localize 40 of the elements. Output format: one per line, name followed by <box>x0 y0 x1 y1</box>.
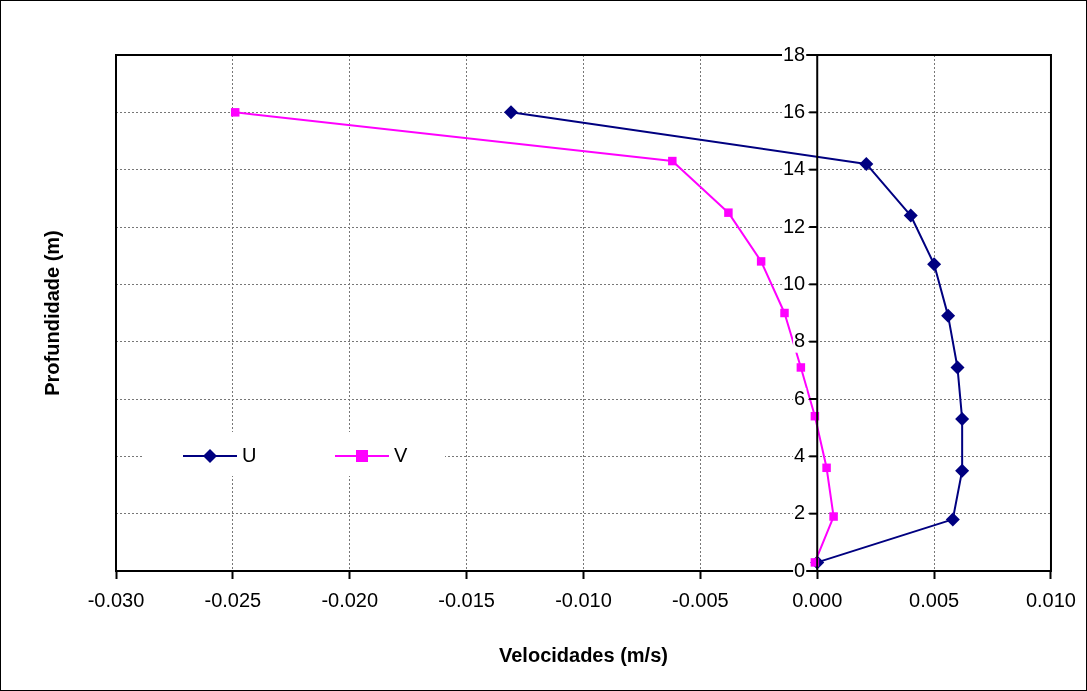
x-tick-label: 0.010 <box>1025 588 1077 611</box>
y-tick-label: 10 <box>782 271 806 294</box>
x-tick-label: -0.010 <box>555 588 612 611</box>
y-tick-label: 8 <box>794 329 806 352</box>
point <box>780 308 789 318</box>
point <box>822 463 831 473</box>
y-tick-label: 0 <box>794 558 806 581</box>
point <box>668 156 677 166</box>
point <box>724 208 733 217</box>
x-tick-label: -0.005 <box>672 588 729 611</box>
point <box>829 512 838 521</box>
point <box>955 412 970 427</box>
point <box>504 105 519 120</box>
legend-label: U <box>242 443 257 466</box>
y-tick-label: 12 <box>782 214 806 237</box>
y-tick-label: 16 <box>782 99 806 122</box>
point <box>941 308 956 323</box>
x-axis-title: Velocidades (m/s) <box>499 643 668 666</box>
x-tick-label: -0.020 <box>321 588 379 611</box>
point <box>796 363 806 372</box>
y-tick-label: 2 <box>794 501 806 524</box>
legend-label: V <box>394 443 408 466</box>
x-tick-label: 0.000 <box>792 588 843 611</box>
y-tick-label: 4 <box>794 443 806 466</box>
y-tick-label: 6 <box>794 386 806 409</box>
x-tick-label: -0.030 <box>87 588 145 611</box>
point <box>756 257 766 266</box>
x-tick-label: -0.015 <box>438 588 495 611</box>
point <box>903 208 918 223</box>
x-tick-label: -0.025 <box>204 588 262 611</box>
x-tick-label: 0.005 <box>909 588 960 611</box>
y-tick-label: 18 <box>782 42 806 65</box>
y-axis-title: Profundidade (m) <box>40 230 63 396</box>
point <box>945 512 960 527</box>
point <box>230 108 240 117</box>
point <box>859 156 874 171</box>
point <box>927 257 942 272</box>
point <box>950 360 965 375</box>
y-tick-label: 14 <box>782 157 806 180</box>
point <box>955 463 970 478</box>
